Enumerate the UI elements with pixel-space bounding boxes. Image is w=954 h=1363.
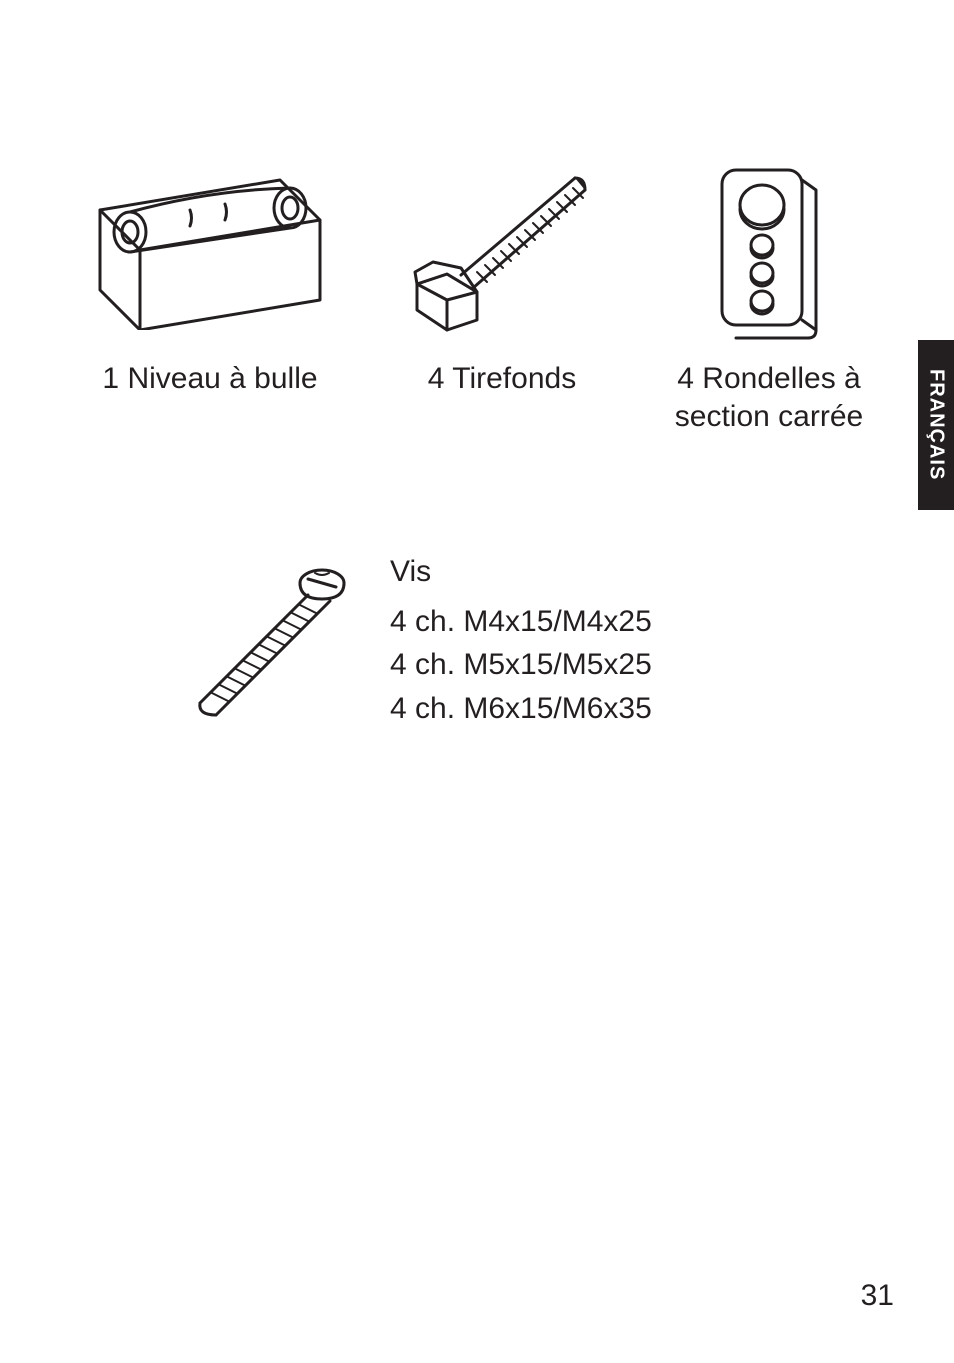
bubble-level-icon [80,160,340,340]
screws-list: Vis 4 ch. M4x15/M4x25 4 ch. M5x15/M5x25 … [390,550,652,730]
language-tab: FRANÇAIS [918,340,954,510]
page-number: 31 [861,1279,894,1313]
screws-row: Vis 4 ch. M4x15/M4x25 4 ch. M5x15/M5x25 … [180,550,834,730]
screws-title: Vis [390,550,652,594]
item-bubble-level: 1 Niveau à bulle [60,160,360,398]
hardware-row: 1 Niveau à bulle [60,160,894,435]
square-washer-icon [704,160,834,340]
bubble-level-caption: 1 Niveau à bulle [102,360,317,398]
item-square-washer: 4 Rondelles à section carrée [644,160,894,435]
lag-bolt-caption: 4 Tirefonds [428,360,576,398]
square-washer-caption: 4 Rondelles à section carrée [644,360,894,435]
screw-icon [180,555,350,725]
screw-spec-line: 4 ch. M4x15/M4x25 [390,600,652,644]
screw-spec-line: 4 ch. M5x15/M5x25 [390,643,652,687]
lag-bolt-icon [407,160,597,340]
item-lag-bolt: 4 Tirefonds [377,160,627,398]
language-tab-label: FRANÇAIS [925,369,948,480]
screw-spec-line: 4 ch. M6x15/M6x35 [390,687,652,731]
